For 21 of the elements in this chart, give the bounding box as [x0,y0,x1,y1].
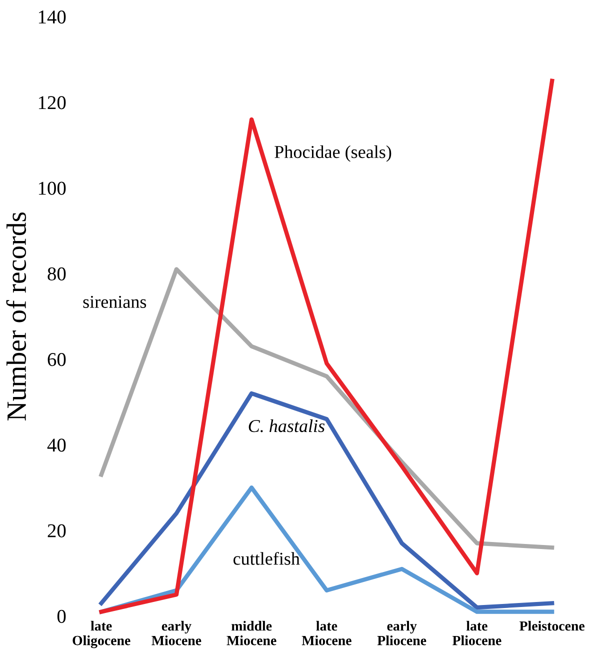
y-tick-label: 80 [48,267,66,280]
series-label: cuttlefish [233,552,300,565]
x-tick-label: early Pliocene [377,620,426,646]
x-tick-label: middle Miocene [226,620,276,646]
y-tick-label: 40 [47,438,66,452]
y-tick-label: 120 [38,96,66,110]
line-series [99,391,554,610]
y-tick-label: 140 [38,10,66,24]
y-tick-label: 60 [48,352,66,366]
x-tick-label: Pleistocene [520,620,584,631]
x-tick-label: late Miocene [302,620,352,646]
y-axis-title: Number of records [6,212,26,420]
series-label: sirenians [83,296,146,308]
y-tick-label: 0 [57,610,66,623]
y-tick-label: 100 [38,182,66,195]
series-label: Phocidae (seals) [274,145,392,162]
x-tick-label: early Miocene [152,620,202,646]
x-tick-label: late Oligocene [72,620,130,648]
y-tick-label: 20 [48,524,66,538]
x-tick-label: late Pliocene [452,620,502,646]
series-label: C. hastalis [248,419,325,432]
